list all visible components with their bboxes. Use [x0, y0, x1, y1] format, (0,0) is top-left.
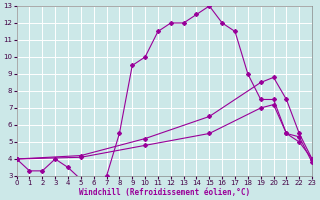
X-axis label: Windchill (Refroidissement éolien,°C): Windchill (Refroidissement éolien,°C) [79, 188, 250, 197]
